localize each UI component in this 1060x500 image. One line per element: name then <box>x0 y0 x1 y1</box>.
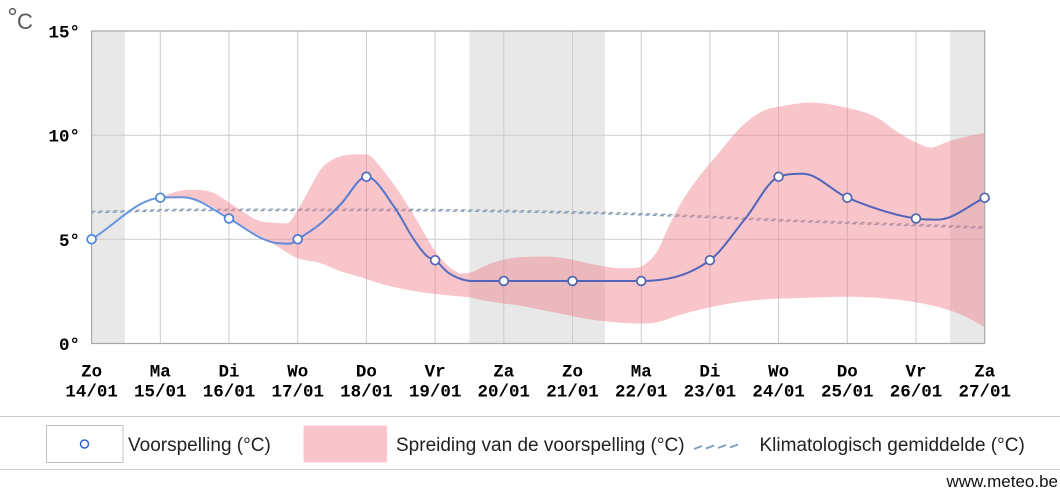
svg-text:Wo: Wo <box>768 363 789 383</box>
svg-text:Ma: Ma <box>150 363 172 383</box>
svg-text:23/01: 23/01 <box>684 383 737 403</box>
svg-text:14/01: 14/01 <box>65 383 118 403</box>
svg-text:25/01: 25/01 <box>821 383 874 403</box>
svg-text:19/01: 19/01 <box>409 383 462 403</box>
svg-text:Vr: Vr <box>905 363 926 383</box>
svg-text:Klimatologisch gemiddelde (°C): Klimatologisch gemiddelde (°C) <box>760 435 1025 456</box>
svg-text:Di: Di <box>218 363 239 383</box>
svg-text:21/01: 21/01 <box>546 383 599 403</box>
svg-text:Spreiding van de voorspelling: Spreiding van de voorspelling (°C) <box>396 435 685 456</box>
svg-text:22/01: 22/01 <box>615 383 668 403</box>
svg-text:Za: Za <box>974 363 996 383</box>
svg-text:20/01: 20/01 <box>478 383 531 403</box>
svg-text:Zo: Zo <box>562 363 583 383</box>
svg-text:15°: 15° <box>48 24 80 44</box>
svg-text:Wo: Wo <box>287 363 308 383</box>
svg-text:Vr: Vr <box>425 363 446 383</box>
svg-text:26/01: 26/01 <box>890 383 943 403</box>
svg-text:0°: 0° <box>59 336 80 356</box>
svg-text:18/01: 18/01 <box>340 383 393 403</box>
svg-text:C: C <box>17 9 33 34</box>
svg-text:16/01: 16/01 <box>203 383 256 403</box>
svg-text:Zo: Zo <box>81 363 102 383</box>
svg-text:Ma: Ma <box>631 363 653 383</box>
svg-text:15/01: 15/01 <box>134 383 187 403</box>
svg-text:Di: Di <box>699 363 720 383</box>
svg-text:24/01: 24/01 <box>752 383 805 403</box>
svg-text:Za: Za <box>493 363 515 383</box>
svg-text:5°: 5° <box>59 232 80 252</box>
svg-text:10°: 10° <box>48 128 80 148</box>
svg-text:27/01: 27/01 <box>958 383 1011 403</box>
svg-text:www.meteo.be: www.meteo.be <box>946 472 1059 491</box>
svg-text:Do: Do <box>356 363 377 383</box>
svg-text:17/01: 17/01 <box>271 383 324 403</box>
svg-text:Voorspelling (°C): Voorspelling (°C) <box>128 435 271 456</box>
svg-text:Do: Do <box>837 363 858 383</box>
